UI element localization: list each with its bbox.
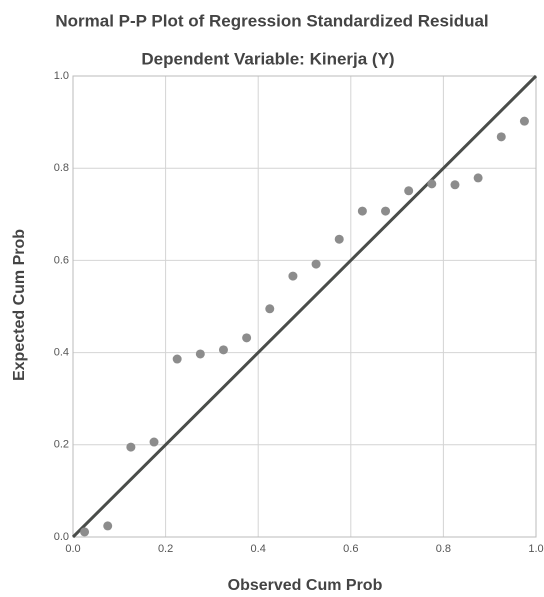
- page: {"chart_data": {"type": "scatter", "titl…: [0, 0, 544, 597]
- y-tick-label: 0.6: [54, 254, 69, 266]
- data-point: [381, 207, 390, 216]
- x-axis-label: Observed Cum Prob: [228, 577, 383, 594]
- y-tick-label: 0.0: [54, 531, 69, 543]
- data-point: [520, 117, 529, 126]
- data-point: [335, 235, 344, 244]
- data-point: [219, 345, 228, 354]
- data-point: [80, 527, 89, 536]
- x-tick-label: 0.6: [343, 543, 358, 555]
- chart-subtitle: Dependent Variable: Kinerja (Y): [141, 49, 394, 68]
- y-axis-label: Expected Cum Prob: [11, 229, 28, 381]
- x-tick-label: 0.2: [158, 543, 173, 555]
- data-point: [126, 443, 135, 452]
- chart: Normal P-P Plot of Regression Standardiz…: [0, 0, 544, 597]
- x-tick-label: 0.0: [65, 543, 80, 555]
- x-tick-label: 1.0: [528, 543, 543, 555]
- chart-title: Normal P-P Plot of Regression Standardiz…: [55, 11, 488, 30]
- data-point: [196, 349, 205, 358]
- data-point: [450, 180, 459, 189]
- x-tick-label: 0.8: [436, 543, 451, 555]
- data-point: [103, 521, 112, 530]
- data-point: [474, 173, 483, 182]
- y-tick-label: 1.0: [54, 70, 69, 82]
- reference-line: [73, 76, 536, 537]
- data-point: [265, 304, 274, 313]
- y-tick-label: 0.8: [54, 162, 69, 174]
- y-tick-label: 0.2: [54, 439, 69, 451]
- data-point: [242, 333, 251, 342]
- data-point: [288, 272, 297, 281]
- data-point: [497, 132, 506, 141]
- x-tick-label: 0.4: [251, 543, 266, 555]
- data-point: [173, 355, 182, 364]
- data-point: [427, 179, 436, 188]
- data-point: [404, 186, 413, 195]
- y-tick-label: 0.4: [54, 347, 69, 359]
- data-point: [150, 438, 159, 447]
- data-point: [312, 260, 321, 269]
- data-point: [358, 207, 367, 216]
